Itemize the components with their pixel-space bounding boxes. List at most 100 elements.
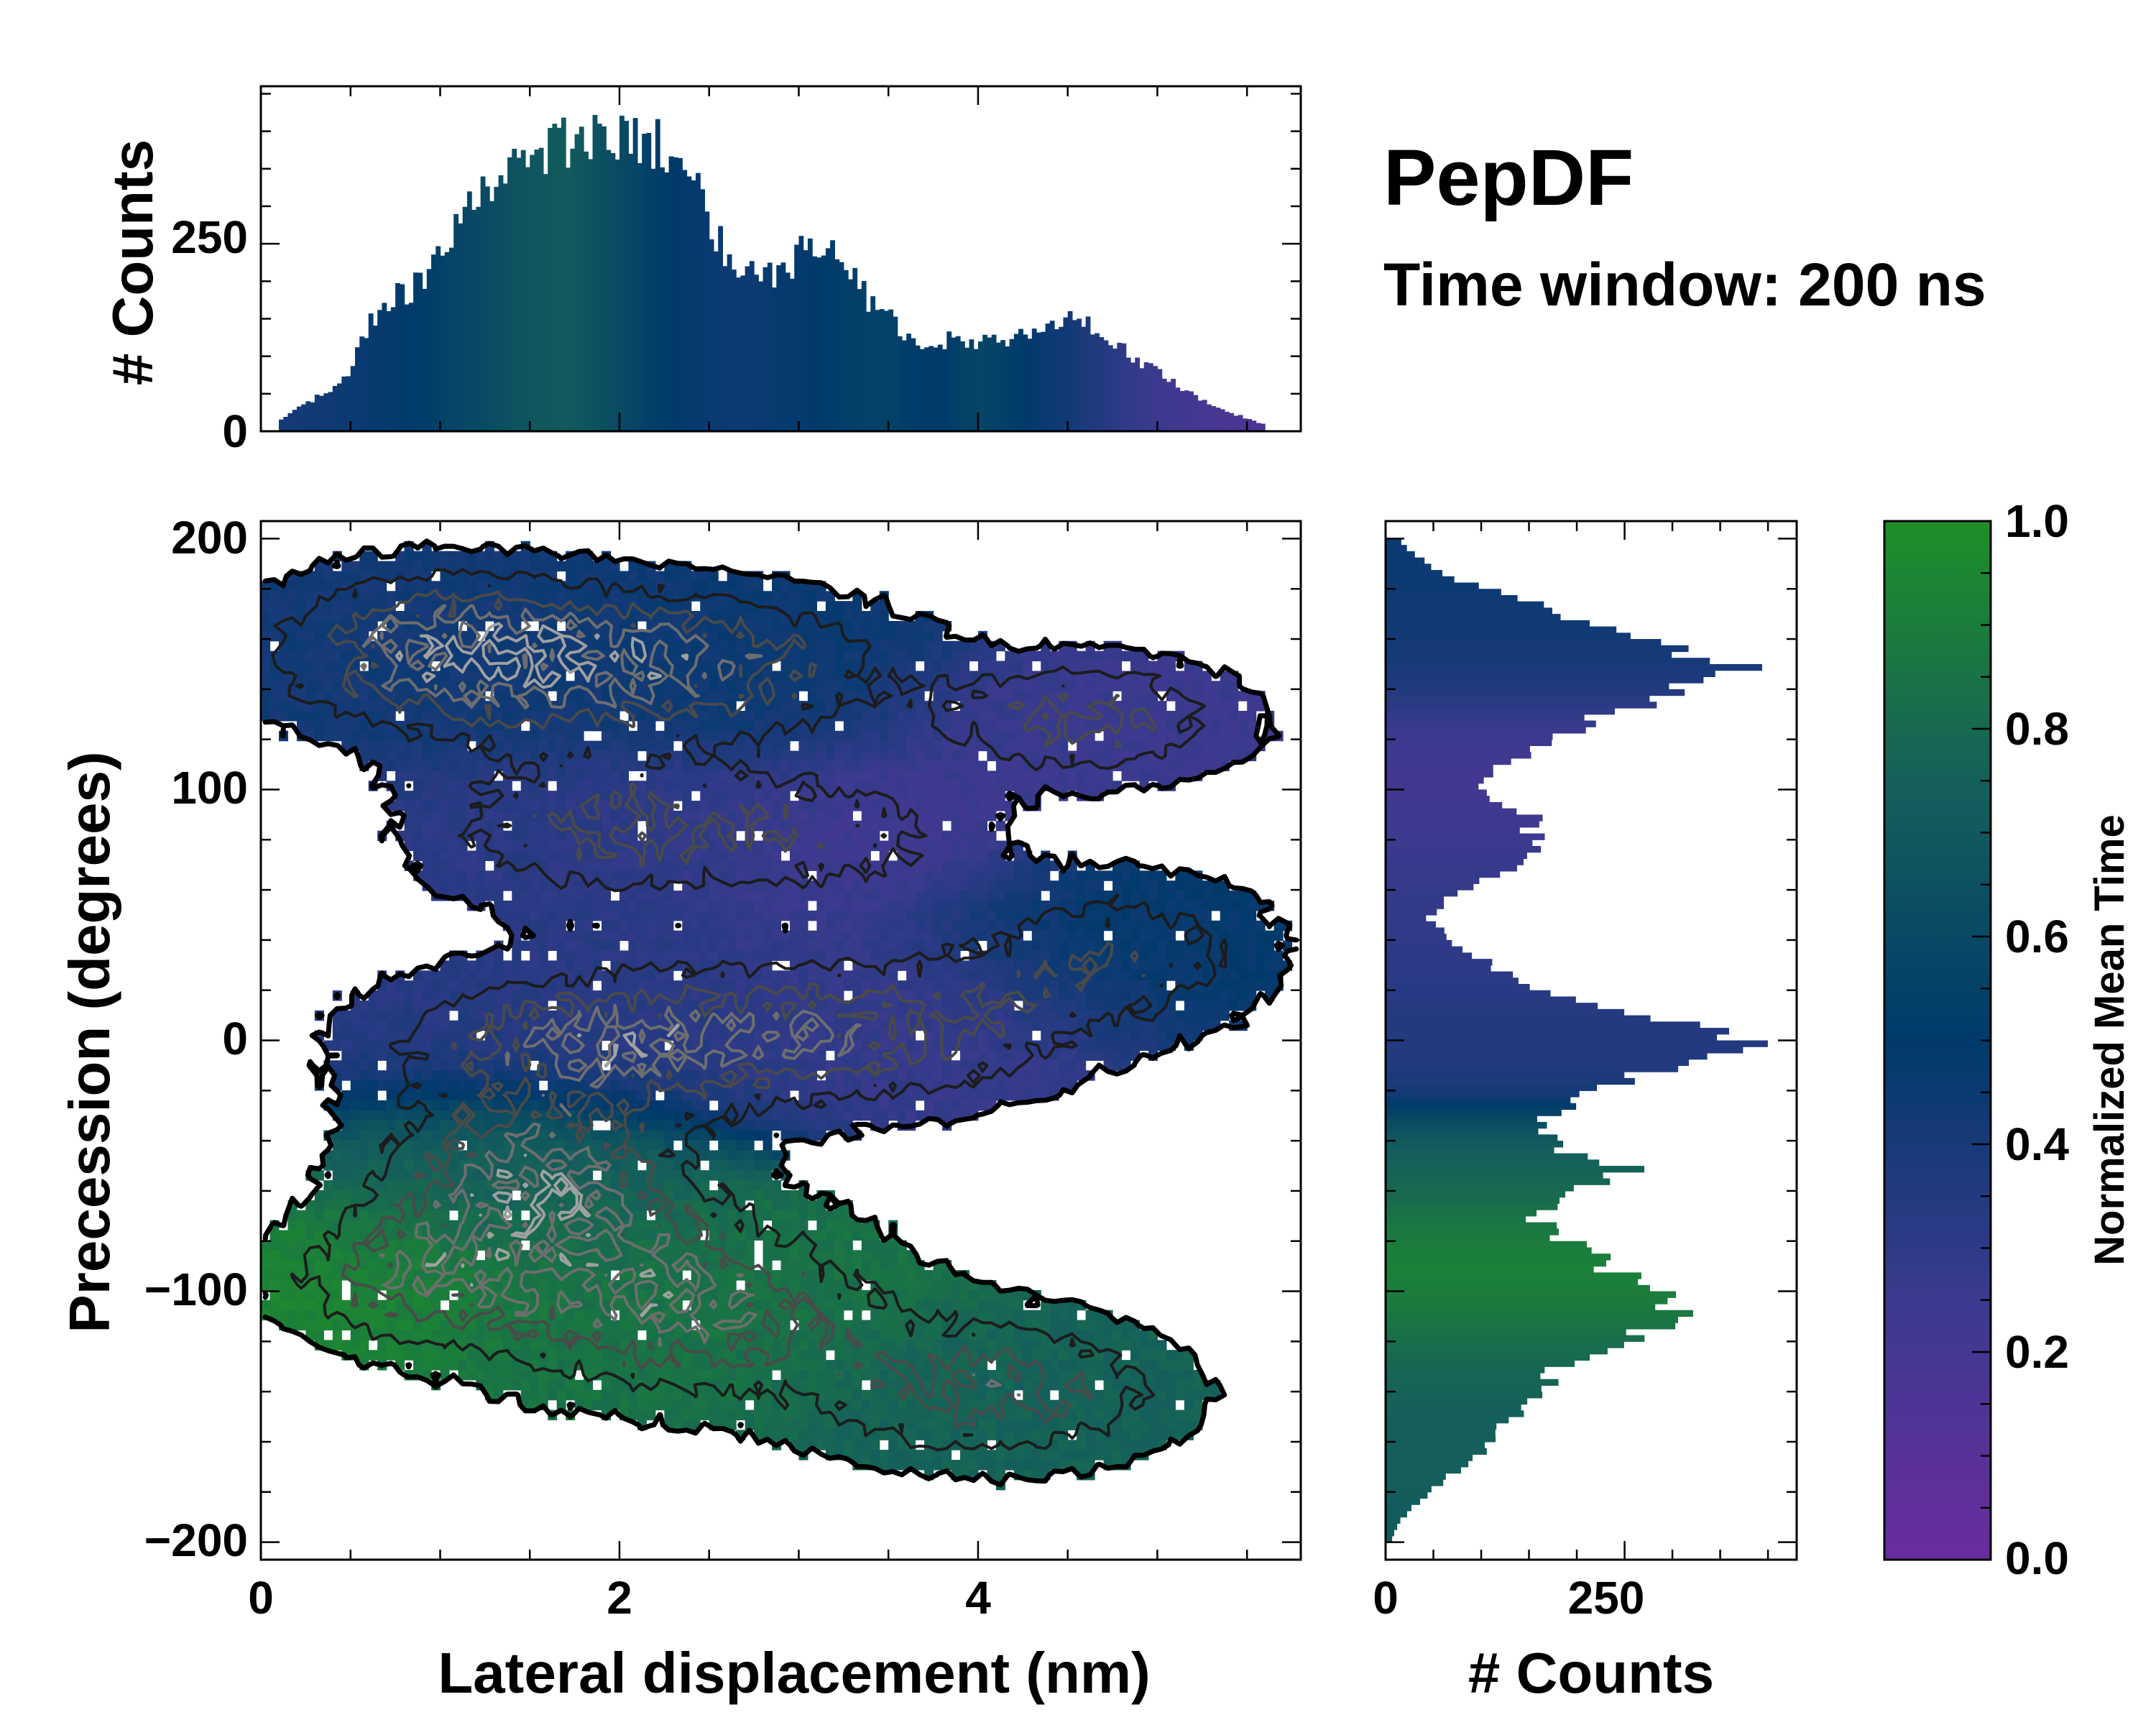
heatmap-cell [466,860,476,871]
heatmap-cell [1139,940,1149,952]
heatmap-cell [637,1000,647,1011]
heatmap-cell [995,720,1005,732]
heatmap-cell [772,730,782,742]
top-hist-bar [789,278,795,431]
heatmap-cell [512,880,522,891]
heatmap-cell [395,770,405,781]
top-hist-bar [287,413,293,431]
heatmap-cell [413,1000,423,1011]
heatmap-cell [538,880,548,891]
heatmap-cell [602,750,612,762]
heatmap-cell [754,630,764,642]
heatmap-cell [431,581,441,592]
heatmap-cell [843,740,853,752]
heatmap-cell [584,781,594,791]
heatmap-cell [1247,950,1257,961]
heatmap-cell [556,1090,566,1101]
heatmap-cell [1184,1010,1194,1021]
heatmap-cell [987,960,997,971]
heatmap-cell [530,691,540,702]
heatmap-cell [995,980,1005,991]
top-hist-bar [1211,406,1217,431]
heatmap-cell [915,781,925,791]
heatmap-cell [520,730,530,742]
heatmap-cell [736,640,746,652]
heatmap-cell [655,950,665,961]
heatmap-cell [584,630,594,642]
heatmap-cell [951,770,961,781]
heatmap-cell [395,760,405,771]
heatmap-cell [924,930,934,942]
heatmap-cell [789,900,800,911]
heatmap-cell [870,740,880,752]
heatmap-cell [1211,740,1221,752]
heatmap-cell [602,801,612,811]
heatmap-cell [270,591,280,602]
heatmap-cell [888,650,898,662]
heatmap-cell [906,980,916,991]
heatmap-cell [682,920,692,932]
heatmap-cell [1157,891,1167,901]
heatmap-cell [870,1100,880,1111]
heatmap-cell [395,1010,405,1021]
heatmap-cell [718,980,728,991]
heatmap-cell [484,760,494,771]
heatmap-cell [619,620,630,632]
heatmap-cell [566,730,576,742]
heatmap-cell [736,980,746,991]
heatmap-cell [727,791,737,801]
heatmap-cell [637,730,647,742]
heatmap-cell [834,681,844,691]
heatmap-cell [1031,980,1041,991]
heatmap-cell [566,701,576,712]
heatmap-cell [314,671,324,681]
heatmap-cell [341,720,351,732]
heatmap-cell [924,661,934,672]
heatmap-cell [825,661,835,672]
heatmap-cell [763,950,773,961]
heatmap-cell [332,681,342,691]
heatmap-cell [861,801,871,811]
heatmap-cell [780,900,791,911]
heatmap-cell [1238,940,1248,952]
heatmap-cell [494,810,504,822]
heatmap-cell [700,601,710,612]
heatmap-cell [772,1040,782,1051]
heatmap-cell [754,710,764,722]
heatmap-cell [745,720,755,732]
heatmap-cell [1193,750,1203,762]
heatmap-cell [502,1030,512,1041]
heatmap-cell [959,661,970,672]
heatmap-cell [664,730,674,742]
heatmap-cell [646,900,656,911]
heatmap-cell [377,710,387,722]
heatmap-cell [879,920,889,932]
heatmap-cell [1031,990,1041,1001]
heatmap-cell [1175,880,1185,891]
heatmap-cell [879,1010,889,1021]
top-hist-bar [798,236,804,431]
heatmap-cell [466,880,476,891]
heatmap-cell [977,710,987,722]
heatmap-cell [1229,1000,1239,1011]
heatmap-cell [888,630,898,642]
heatmap-cell [404,710,414,722]
heatmap-cell [745,710,755,722]
heatmap-cell [727,720,737,732]
heatmap-cell [341,1030,351,1041]
heatmap-cell [843,820,853,832]
heatmap-cell [270,630,280,642]
heatmap-cell [682,571,692,581]
heatmap-cell [942,1000,952,1011]
heatmap-cell [1175,760,1185,771]
heatmap-cell [413,830,423,842]
heatmap-cell [530,900,540,911]
top-hist-bar [875,310,880,431]
heatmap-cell [359,1010,369,1021]
heatmap-cell [1059,1000,1069,1011]
heatmap-cell [476,1000,486,1011]
heatmap-cell [673,950,683,961]
heatmap-cell [484,561,494,572]
heatmap-cell [673,661,683,672]
heatmap-cell [691,720,701,732]
